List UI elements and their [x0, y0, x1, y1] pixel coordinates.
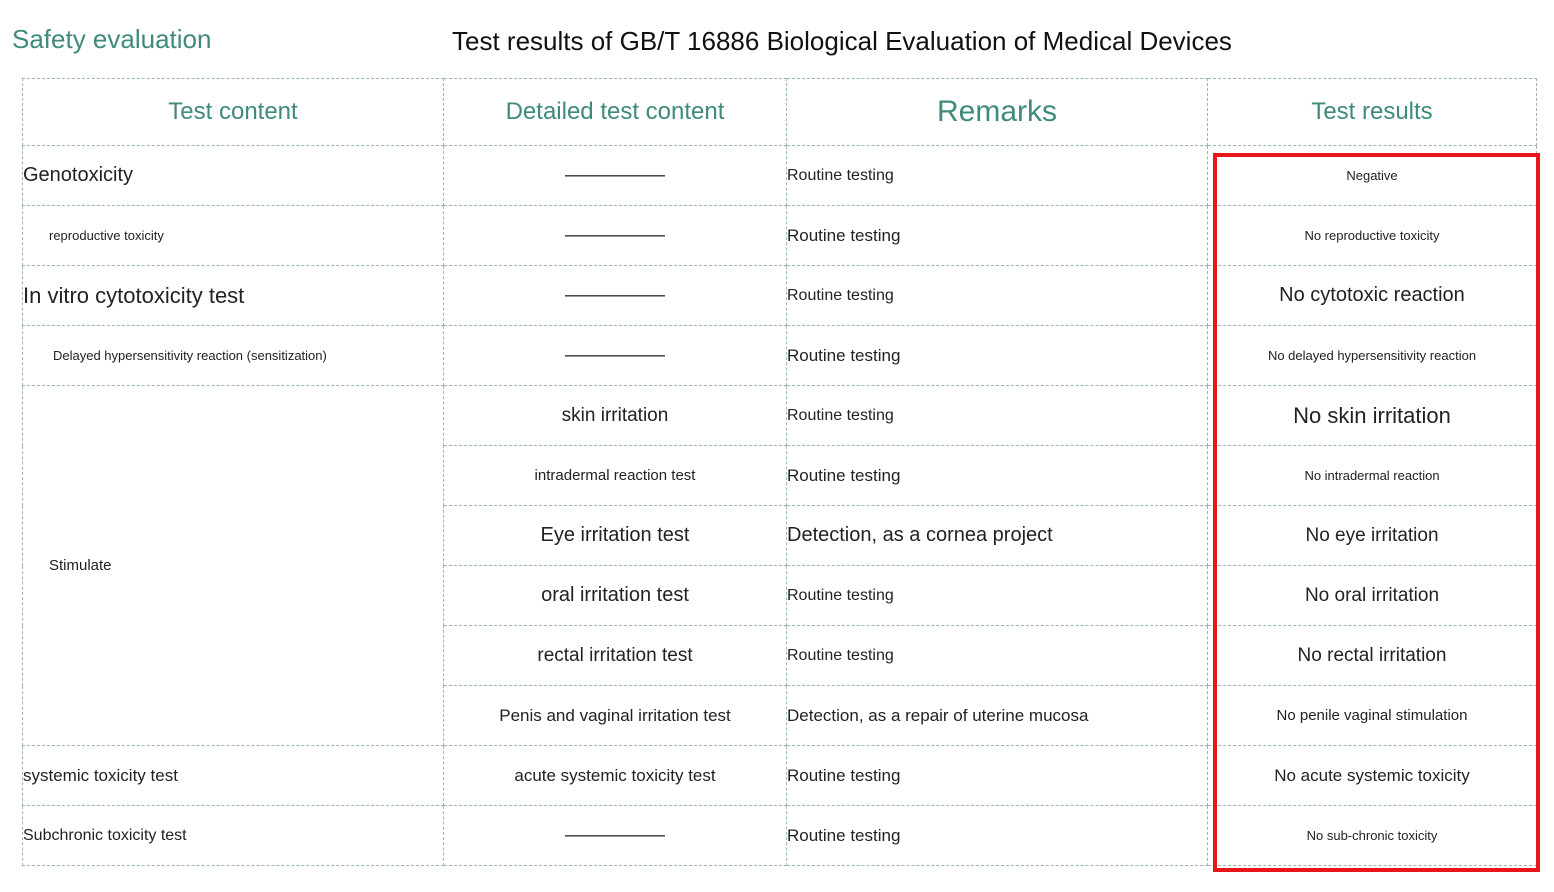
- test-content-cell: Genotoxicity: [22, 145, 444, 206]
- test-content-cell: Delayed hypersensitivity reaction (sensi…: [22, 325, 444, 386]
- test-content-cell-stimulate: Stimulate: [22, 385, 444, 746]
- detail-cell: acute systemic toxicity test: [443, 745, 787, 806]
- detail-cell: skin irritation: [443, 385, 787, 446]
- detail-cell: —————: [443, 205, 787, 266]
- result-cell: No penile vaginal stimulation: [1207, 685, 1537, 746]
- result-cell: No sub-chronic toxicity: [1207, 805, 1537, 866]
- test-content-cell: reproductive toxicity: [22, 205, 444, 266]
- detail-cell: oral irritation test: [443, 565, 787, 626]
- table-row: In vitro cytotoxicity test ————— Routine…: [22, 265, 1537, 326]
- table-row: rectal irritation test Routine testing N…: [23, 625, 1537, 686]
- test-content-cell: In vitro cytotoxicity test: [22, 265, 444, 326]
- detail-cell: —————: [443, 265, 787, 326]
- result-cell: Negative: [1207, 145, 1537, 206]
- table-row: Penis and vaginal irritation test Detect…: [23, 685, 1537, 746]
- detail-cell: rectal irritation test: [443, 625, 787, 686]
- detail-cell: Eye irritation test: [443, 505, 787, 566]
- test-content-cell: systemic toxicity test: [22, 745, 444, 806]
- table-row: Delayed hypersensitivity reaction (sensi…: [22, 325, 1537, 386]
- result-cell: No skin irritation: [1207, 385, 1537, 446]
- detail-cell: Penis and vaginal irritation test: [443, 685, 787, 746]
- test-content-cell: Subchronic toxicity test: [22, 805, 444, 866]
- detail-cell: —————: [443, 805, 787, 866]
- result-cell: No oral irritation: [1207, 565, 1537, 626]
- column-header-test-content: Test content: [22, 78, 444, 146]
- table-row: reproductive toxicity ————— Routine test…: [22, 205, 1537, 266]
- remark-cell: Detection, as a repair of uterine mucosa: [786, 685, 1208, 746]
- remark-cell: Routine testing: [786, 445, 1208, 506]
- table-row: oral irritation test Routine testing No …: [23, 565, 1537, 626]
- detail-cell: —————: [443, 325, 787, 386]
- remark-cell: Routine testing: [786, 745, 1208, 806]
- column-header-test-results: Test results: [1207, 78, 1537, 146]
- column-header-remarks: Remarks: [786, 78, 1208, 146]
- remark-cell: Routine testing: [786, 205, 1208, 266]
- result-cell: No eye irritation: [1207, 505, 1537, 566]
- remark-cell: Routine testing: [786, 805, 1208, 866]
- remark-cell: Routine testing: [786, 325, 1208, 386]
- results-table: Test content Detailed test content Remar…: [22, 78, 1537, 866]
- table-header-row: Test content Detailed test content Remar…: [22, 78, 1537, 146]
- table-row: Eye irritation test Detection, as a corn…: [23, 505, 1537, 566]
- remark-cell: Routine testing: [786, 385, 1208, 446]
- section-title: Safety evaluation: [12, 24, 212, 54]
- result-cell: No delayed hypersensitivity reaction: [1207, 325, 1537, 386]
- remark-cell: Routine testing: [786, 565, 1208, 626]
- remark-cell: Routine testing: [786, 145, 1208, 206]
- remark-cell: Routine testing: [786, 265, 1208, 326]
- column-header-detailed-test-content: Detailed test content: [443, 78, 787, 146]
- result-cell: No cytotoxic reaction: [1207, 265, 1537, 326]
- table-row: Stimulate skin irritation Routine testin…: [22, 385, 1537, 746]
- result-cell: No rectal irritation: [1207, 625, 1537, 686]
- remark-cell: Routine testing: [786, 625, 1208, 686]
- result-cell: No intradermal reaction: [1207, 445, 1537, 506]
- result-cell: No reproductive toxicity: [1207, 205, 1537, 266]
- result-cell: No acute systemic toxicity: [1207, 745, 1537, 806]
- remark-cell: Detection, as a cornea project: [786, 505, 1208, 566]
- detail-cell: —————: [443, 145, 787, 206]
- table-row: Genotoxicity ————— Routine testing Negat…: [22, 145, 1537, 206]
- table-row: Subchronic toxicity test ————— Routine t…: [22, 805, 1537, 866]
- table-row: systemic toxicity test acute systemic to…: [22, 745, 1537, 806]
- document-title: Test results of GB/T 16886 Biological Ev…: [452, 26, 1232, 56]
- detail-cell: intradermal reaction test: [443, 445, 787, 506]
